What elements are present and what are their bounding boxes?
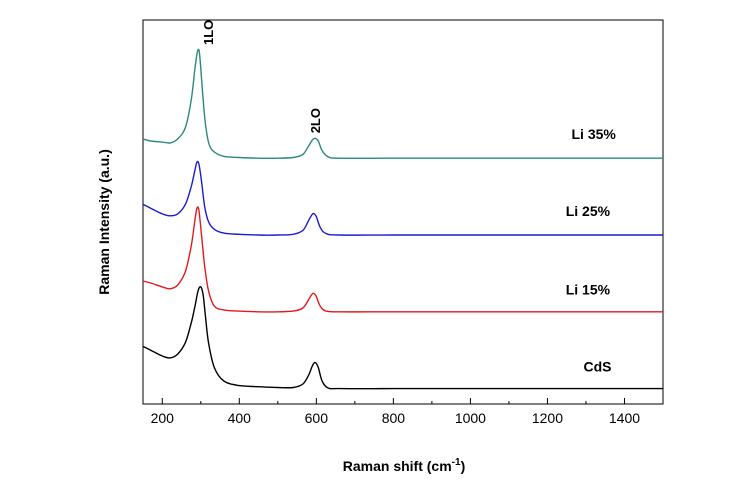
plot-frame <box>142 19 664 405</box>
series-line-cds <box>142 286 663 390</box>
series-line-li-35 <box>142 48 663 160</box>
peak-label-1lo: 1LO <box>201 20 216 45</box>
series-line-li-15 <box>142 206 663 313</box>
peak-label-2lo: 2LO <box>308 108 323 133</box>
x-axis-title-sup: -1 <box>452 457 461 468</box>
x-tick-label: 1400 <box>609 410 640 426</box>
x-axis-title-close: ) <box>461 458 466 474</box>
x-tick-label: 1000 <box>455 410 486 426</box>
peak-annotations: 1LO 2LO <box>201 20 323 134</box>
series-layer <box>142 48 663 390</box>
x-axis-title: Raman shift (cm-1) <box>343 457 466 474</box>
series-label-li-15: Li 15% <box>566 282 611 298</box>
x-ticks: 200 400 600 800 1000 1200 1400 <box>151 398 664 426</box>
x-tick-label: 1200 <box>532 410 563 426</box>
y-axis-title: Raman Intensity (a.u.) <box>96 149 112 294</box>
x-axis-title-main: Raman shift (cm <box>343 458 452 474</box>
series-label-cds: CdS <box>584 358 612 374</box>
x-tick-label: 800 <box>382 410 406 426</box>
series-labels: CdS Li 15% Li 25% Li 35% <box>566 126 617 374</box>
series-label-li-25: Li 25% <box>566 203 611 219</box>
series-label-li-35: Li 35% <box>571 126 616 142</box>
plot-border <box>142 19 664 405</box>
x-tick-label: 600 <box>305 410 329 426</box>
x-tick-label: 200 <box>151 410 175 426</box>
series-line-li-25 <box>142 160 663 236</box>
x-tick-label: 400 <box>228 410 252 426</box>
